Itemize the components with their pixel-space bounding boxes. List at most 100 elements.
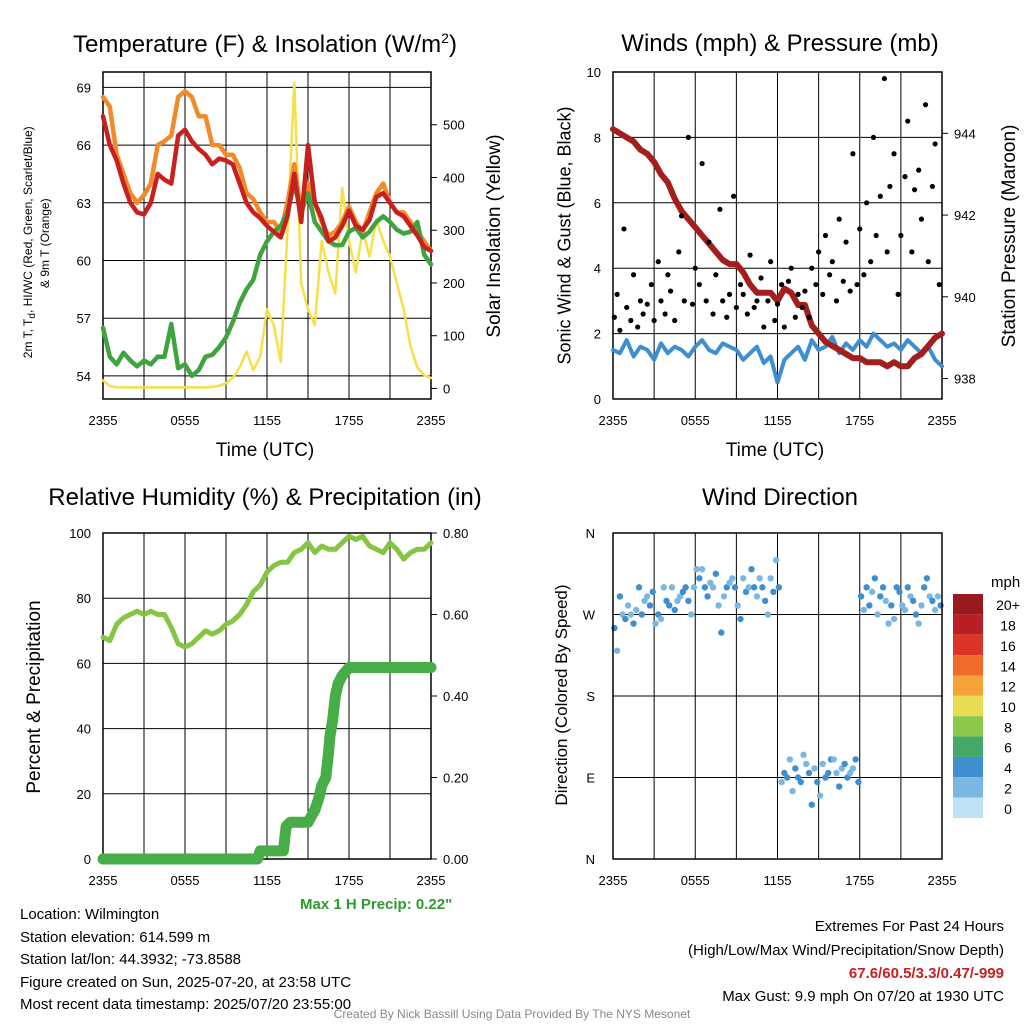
- temp-ytick-left: 66: [77, 138, 91, 153]
- wind-ytick-right: 942: [954, 208, 976, 223]
- dir-frame: [612, 532, 943, 860]
- wind-xtick: 2355: [599, 413, 628, 428]
- rh-ytick-left: 0: [84, 852, 91, 867]
- temp-xtick: 0555: [171, 413, 200, 428]
- wind-gust-point: [820, 291, 826, 297]
- dir-point: [627, 611, 635, 618]
- colorbar-swatch: [953, 675, 983, 696]
- dir-point: [863, 584, 870, 591]
- wind-gust-point: [761, 324, 767, 330]
- temp-ytick-left: 63: [77, 196, 91, 211]
- dir-point: [775, 584, 783, 591]
- wind-gust-point: [651, 317, 657, 324]
- wind-gust-point: [726, 291, 733, 297]
- colorbar-label: 6: [1004, 740, 1012, 756]
- dir-point: [934, 593, 942, 600]
- colorbar-label: 12: [1000, 679, 1016, 695]
- dir-point: [613, 647, 621, 654]
- dir-point: [729, 575, 736, 582]
- dir-point: [704, 593, 711, 600]
- dir-point: [857, 593, 865, 600]
- dir-point: [772, 556, 780, 564]
- dir-point: [652, 620, 659, 627]
- wind-gust-point: [699, 160, 705, 167]
- dir-point: [657, 615, 665, 623]
- temp-ylabel-right: Solar Insolation (Yellow): [484, 134, 505, 338]
- wind-gust-point: [772, 317, 778, 324]
- wind-gust-point: [635, 324, 641, 330]
- dir-point: [789, 787, 796, 795]
- rh-ytick-right: 0.60: [443, 608, 468, 623]
- colorbar-swatch: [953, 614, 983, 635]
- wind-gust-point: [785, 278, 792, 284]
- colorbar-label: 8: [1004, 719, 1012, 735]
- dir-point: [874, 611, 881, 618]
- wind-gust-point: [676, 249, 682, 255]
- dir-point: [644, 593, 651, 600]
- wind-ytick-left: 2: [594, 327, 601, 342]
- dir-point: [734, 602, 741, 609]
- dir-point: [931, 606, 939, 614]
- dir-point: [841, 760, 848, 768]
- dir-xtick: 1755: [845, 873, 874, 888]
- dir-point: [737, 615, 744, 623]
- wind-gust-point: [706, 239, 712, 245]
- rh-series-humidity: [100, 533, 434, 650]
- wind-ytick-left: 4: [594, 261, 601, 276]
- wind-frame: [612, 71, 943, 400]
- temp-ytick-right: 200: [443, 276, 465, 291]
- wind-ytick-right: 938: [954, 372, 976, 387]
- colorbar-label: 16: [1000, 638, 1016, 654]
- rh-panel-title: Relative Humidity (%) & Precipitation (i…: [48, 484, 482, 511]
- dir-point: [778, 778, 785, 786]
- dir-point: [770, 588, 777, 596]
- temp-ytick-left: 69: [77, 80, 91, 95]
- dir-point: [868, 588, 876, 596]
- dir-xtick: 1155: [764, 873, 792, 888]
- wind-series-pressure: [610, 126, 945, 370]
- wind-gust-point: [918, 216, 925, 222]
- wind-gust-point: [628, 317, 634, 324]
- temp-ytick-left: 60: [77, 254, 91, 269]
- colorbar-swatch: [953, 655, 983, 676]
- dir-point: [923, 575, 931, 582]
- wind-ylabel-right: Station Pressure (Maroon): [999, 124, 1020, 348]
- temp-xtick: 1155: [253, 413, 281, 428]
- dir-point: [693, 566, 700, 573]
- dir-ytick: E: [586, 771, 595, 786]
- wind-gust-point: [836, 216, 842, 222]
- dir-point: [866, 602, 873, 609]
- dir-point: [638, 611, 645, 618]
- wind-gust-point: [720, 298, 726, 304]
- temp-series-9m-t: [100, 88, 434, 254]
- wind-gust-point: [644, 301, 650, 307]
- footer-created: Figure created on Sun, 2025-07-20, at 23…: [20, 974, 352, 991]
- wind-gust-point: [843, 239, 849, 245]
- wind-gust-point: [665, 272, 671, 278]
- wind-gust-point: [873, 232, 879, 239]
- dir-point: [690, 584, 698, 591]
- wind-xtick: 2355: [928, 413, 957, 428]
- dir-point: [849, 765, 857, 772]
- wind-gust-point: [637, 298, 644, 304]
- dir-point: [803, 760, 810, 768]
- wind-xtick: 0555: [681, 413, 710, 428]
- rh-ytick-left: 20: [77, 787, 91, 802]
- dir-point: [671, 606, 678, 614]
- extremes-values: 67.6/60.5/3.3/0.47/-999: [848, 965, 1004, 982]
- wind-gust-point: [916, 167, 922, 173]
- temp-xtick: 1755: [335, 413, 364, 428]
- dir-point: [731, 584, 739, 591]
- dir-point: [825, 769, 832, 777]
- max-gust: Max Gust: 9.9 mph On 07/20 at 1930 UTC: [722, 988, 1004, 1005]
- wind-gust-point: [678, 213, 685, 219]
- dir-point: [649, 588, 656, 596]
- dir-chart: N E S W N 2355 0555 1155 1755 2355: [583, 526, 957, 888]
- dir-point: [814, 778, 821, 786]
- wind-gust-point: [692, 265, 698, 271]
- wind-gust-point: [898, 232, 904, 239]
- wind-gust-point: [877, 193, 883, 199]
- dir-point: [896, 588, 903, 596]
- wind-gust-point: [799, 304, 805, 311]
